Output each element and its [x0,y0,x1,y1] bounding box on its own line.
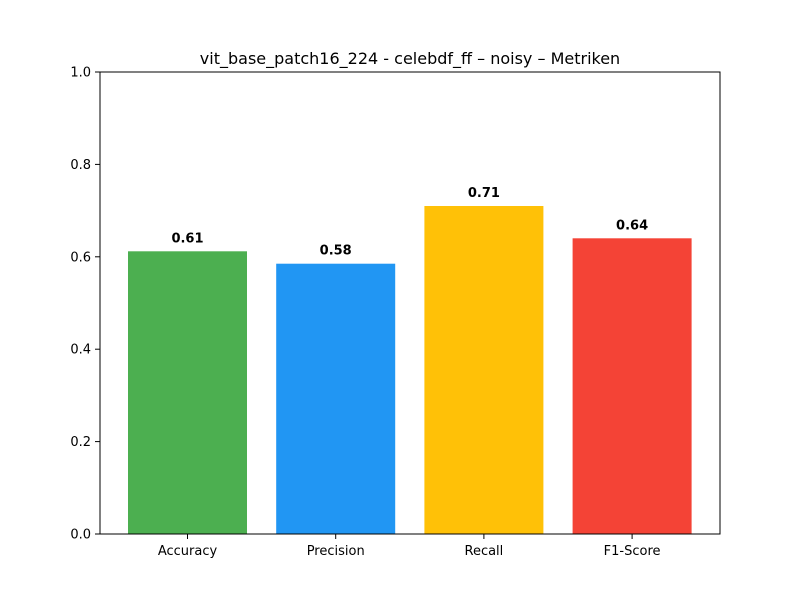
x-tick-label: Accuracy [158,544,218,559]
x-tick-label: F1-Score [604,544,661,559]
y-tick-label: 1.0 [70,66,91,81]
data-label: 0.58 [320,244,352,259]
bar-accuracy [128,251,247,535]
data-label: 0.64 [616,218,648,233]
bar-recall [424,206,544,534]
y-tick-label: 0.8 [70,158,91,173]
x-tick-label: Recall [465,544,504,559]
data-label: 0.71 [468,186,500,201]
y-tick-label: 0.6 [70,250,91,265]
chart-title: vit_base_patch16_224 - celebdf_ff – nois… [200,49,620,69]
data-label: 0.61 [171,231,203,246]
y-tick-label: 0.0 [70,528,91,543]
x-tick-label: Precision [307,544,365,559]
bar-f1-score [572,238,692,535]
axes-frame [99,71,721,535]
y-tick-label: 0.2 [70,435,91,450]
plot-area: 0.61 Accuracy 0.58 Precision 0.71 Recall 0.64 F… [70,66,721,559]
y-tick-label: 0.4 [70,343,91,358]
bar-precision [276,263,396,534]
